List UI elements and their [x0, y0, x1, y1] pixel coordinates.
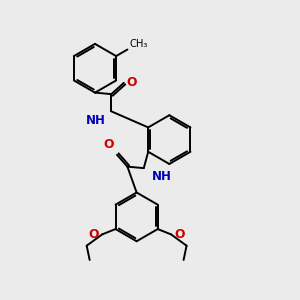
Text: O: O: [174, 228, 184, 241]
Text: CH₃: CH₃: [129, 39, 148, 49]
Text: NH: NH: [86, 114, 106, 127]
Text: NH: NH: [152, 169, 172, 183]
Text: O: O: [103, 138, 113, 151]
Text: O: O: [89, 228, 99, 241]
Text: O: O: [127, 76, 137, 89]
